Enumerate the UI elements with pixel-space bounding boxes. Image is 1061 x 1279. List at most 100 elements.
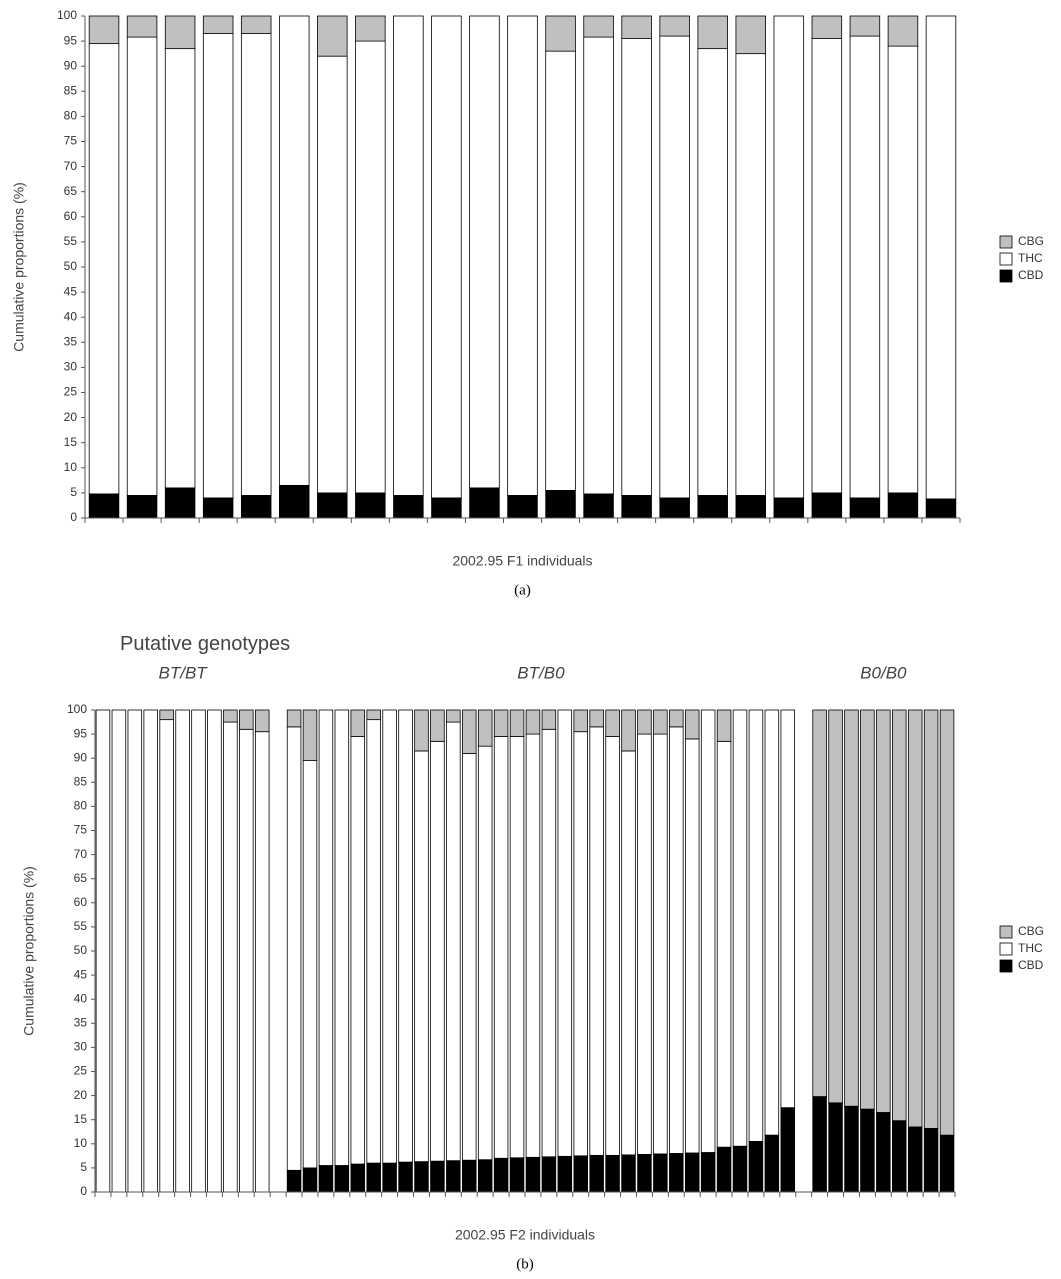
bar-segment (669, 726, 684, 1154)
y-tick-label: 100 (57, 8, 77, 22)
bar-segment (605, 736, 620, 1156)
y-tick-label: 45 (74, 967, 88, 981)
bar-segment (350, 709, 366, 737)
bar-segment (202, 497, 234, 519)
bar-segment (240, 495, 272, 519)
bar-segment (653, 1153, 668, 1193)
bar-segment (732, 1145, 748, 1193)
y-tick-label: 50 (64, 259, 78, 273)
y-tick-label: 0 (70, 510, 77, 524)
bar-segment (876, 709, 891, 1113)
bar-segment (355, 40, 386, 494)
bar-segment (239, 709, 254, 730)
x-axis-label: 2002.95 F1 individuals (452, 553, 592, 569)
bar-segment (925, 15, 957, 500)
bar-segment (279, 15, 310, 486)
y-tick-label: 30 (64, 360, 78, 374)
bar-segment (700, 1152, 716, 1193)
y-tick-label: 60 (64, 209, 78, 223)
bar-segment (583, 36, 614, 495)
bar-segment (780, 709, 796, 1109)
bar-segment (509, 736, 525, 1159)
bar-segment (812, 709, 827, 1097)
y-tick-label: 85 (74, 774, 88, 788)
bar-segment (697, 48, 728, 496)
bar-segment (780, 1107, 796, 1193)
caption: (b) (516, 1256, 534, 1272)
bar-segment (887, 492, 919, 519)
bar-segment (317, 492, 348, 519)
y-tick-label: 10 (74, 1136, 88, 1150)
bar-segment (334, 1165, 350, 1193)
bar-segment (302, 1167, 318, 1193)
legend-label: THC (1018, 251, 1043, 265)
bar-segment (573, 1155, 588, 1193)
bar-segment (509, 1157, 525, 1193)
bar-segment (605, 709, 620, 737)
y-tick-label: 80 (64, 109, 78, 123)
bar-segment (735, 15, 766, 55)
y-tick-label: 25 (74, 1064, 88, 1078)
bar-segment (477, 1159, 493, 1193)
bar-segment (939, 709, 955, 1136)
bar-segment (684, 709, 700, 740)
bar-segment (849, 15, 881, 37)
bar-segment (126, 495, 158, 519)
legend-label: THC (1018, 941, 1043, 955)
bar-segment (923, 709, 939, 1129)
bar-segment (653, 733, 668, 1155)
bar-segment (414, 709, 429, 752)
y-tick-label: 30 (74, 1040, 88, 1054)
legend-swatch (999, 252, 1013, 266)
bar-segment (279, 484, 310, 519)
legend-swatch (999, 235, 1013, 249)
bar-segment (860, 709, 875, 1110)
bar-segment (773, 15, 805, 499)
bar-segment (355, 15, 386, 42)
bar-segment (653, 709, 668, 735)
y-tick-label: 75 (74, 823, 88, 837)
y-tick-label: 95 (74, 726, 88, 740)
bar-segment (849, 35, 881, 499)
y-tick-label: 40 (64, 309, 78, 323)
bar-segment (239, 728, 254, 1193)
y-tick-label: 20 (74, 1088, 88, 1102)
y-tick-label: 65 (64, 184, 78, 198)
bar-segment (573, 709, 588, 733)
bar-segment (735, 53, 766, 496)
bar-segment (844, 1105, 859, 1193)
y-tick-label: 15 (64, 435, 78, 449)
bar-segment (286, 1169, 302, 1193)
bar-segment (659, 497, 690, 519)
chart-title: Putative genotypes (120, 633, 290, 655)
group-label: B0/B0 (860, 663, 907, 682)
bar-segment (557, 1155, 573, 1193)
bar-segment (334, 709, 350, 1166)
bar-segment (748, 709, 764, 1142)
bar-segment (88, 15, 120, 45)
bar-segment (525, 733, 541, 1158)
y-tick-label: 40 (74, 991, 88, 1005)
bar-segment (393, 495, 424, 519)
bar-segment (126, 36, 158, 496)
bar-segment (525, 1156, 541, 1193)
bar-segment (876, 1112, 891, 1193)
bar-segment (764, 1134, 780, 1193)
bar-segment (844, 709, 859, 1107)
y-tick-label: 55 (74, 919, 88, 933)
caption: (a) (514, 582, 531, 598)
bar-segment (254, 731, 270, 1193)
bar-segment (637, 1154, 652, 1193)
bar-segment (446, 721, 461, 1162)
bar-segment (462, 752, 477, 1161)
bar-segment (887, 15, 919, 47)
y-tick-label: 25 (64, 385, 78, 399)
bar-segment (583, 15, 614, 38)
y-tick-label: 90 (64, 58, 78, 72)
bar-segment (164, 487, 196, 519)
bar-segment (393, 15, 424, 496)
bar-segment (414, 750, 429, 1163)
bar-segment (573, 731, 588, 1157)
bar-segment (431, 15, 462, 499)
bar-segment (621, 750, 636, 1156)
